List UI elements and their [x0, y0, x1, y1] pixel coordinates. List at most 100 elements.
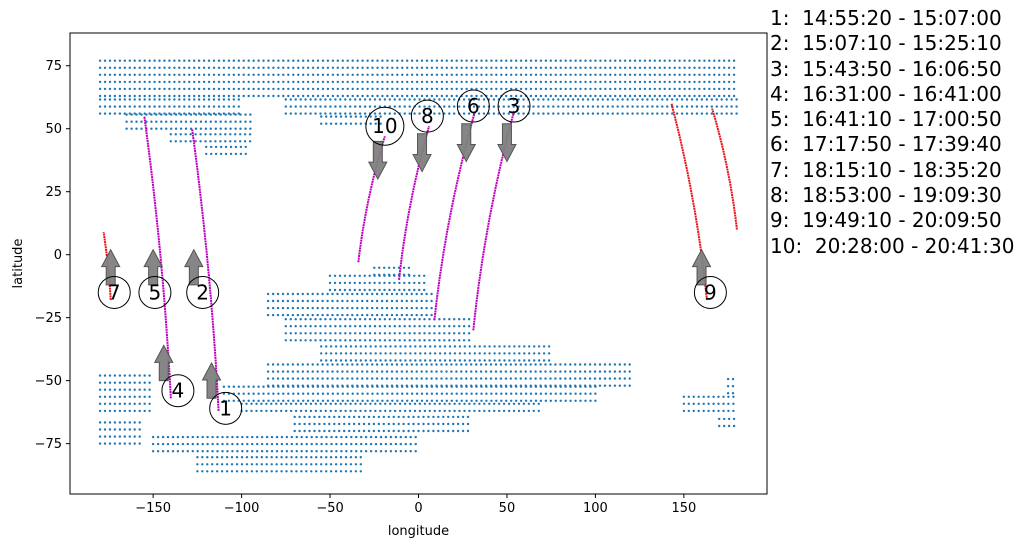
land-point [98, 98, 102, 101]
land-point [395, 363, 399, 366]
land-point [513, 345, 516, 348]
land-point [455, 94, 458, 98]
land-point [374, 409, 377, 413]
land-point [401, 392, 404, 395]
land-point [557, 105, 560, 108]
land-point [544, 385, 548, 388]
land-point [329, 339, 332, 342]
land-point [437, 422, 440, 426]
land-point [398, 288, 401, 292]
land-point [485, 399, 488, 402]
land-point [140, 127, 143, 130]
land-point [398, 105, 401, 108]
land-point [320, 435, 323, 439]
land-point [346, 292, 349, 296]
land-point [366, 363, 369, 366]
land-point [293, 429, 296, 433]
land-point [209, 140, 212, 143]
land-point [554, 377, 557, 380]
land-point [339, 318, 342, 321]
land-point [118, 59, 122, 62]
land-point [356, 80, 359, 84]
land-point [295, 450, 298, 453]
land-point [367, 429, 371, 433]
land-point [346, 385, 349, 388]
land-point [113, 73, 117, 77]
land-point [302, 87, 305, 91]
land-point [158, 73, 161, 77]
land-point [693, 94, 696, 98]
land-point [309, 105, 312, 108]
land-point [309, 332, 312, 335]
land-point [385, 377, 389, 380]
land-point [364, 409, 367, 413]
legend-item: 1: 14:55:20 - 15:07:00 [770, 6, 1002, 30]
land-point [440, 385, 444, 388]
land-point [231, 442, 234, 446]
land-point [508, 345, 511, 348]
land-point [201, 463, 204, 466]
land-point [448, 318, 451, 321]
land-point [384, 442, 388, 446]
land-point [299, 112, 302, 115]
land-point [417, 429, 420, 433]
land-point [423, 332, 426, 335]
land-point [418, 105, 421, 108]
land-point [354, 115, 358, 118]
land-point [282, 73, 285, 77]
land-point [309, 339, 312, 342]
land-point [138, 402, 141, 405]
land-point [230, 463, 234, 466]
land-point [280, 470, 283, 473]
land-point [569, 94, 572, 98]
land-point [354, 122, 358, 125]
land-point [361, 94, 364, 98]
land-point [460, 392, 463, 395]
land-point [407, 422, 410, 426]
land-point [324, 339, 327, 342]
land-point [300, 450, 303, 453]
land-point [458, 359, 462, 362]
land-point [357, 429, 361, 433]
land-point [282, 66, 285, 70]
land-point [438, 352, 442, 355]
land-point [410, 370, 413, 373]
land-point [194, 127, 198, 130]
land-point [392, 415, 395, 419]
land-point [232, 94, 235, 98]
land-point [329, 318, 332, 321]
land-point [402, 422, 405, 426]
land-point [502, 409, 506, 413]
land-point [304, 409, 308, 413]
land-point [118, 395, 122, 398]
land-point [402, 429, 405, 433]
land-point [519, 59, 523, 62]
land-point [606, 98, 609, 101]
land-point [433, 98, 436, 101]
land-point [494, 363, 498, 366]
land-point [405, 292, 408, 296]
land-point [542, 359, 546, 362]
land-point [472, 98, 476, 101]
land-point [219, 145, 223, 149]
land-point [354, 325, 357, 328]
land-point [340, 435, 343, 439]
land-point [423, 288, 426, 292]
land-point [713, 59, 716, 62]
land-point [498, 359, 501, 362]
land-point [505, 392, 508, 395]
land-point [623, 59, 627, 62]
land-point [409, 450, 412, 453]
land-point [628, 80, 632, 84]
land-point [341, 313, 344, 317]
land-point [547, 345, 551, 348]
land-point [325, 463, 328, 466]
land-point [418, 339, 421, 342]
land-point [341, 66, 344, 70]
land-point [118, 80, 122, 84]
land-point [524, 370, 527, 373]
land-point [557, 112, 560, 115]
land-point [202, 59, 206, 62]
land-point [321, 73, 325, 77]
land-point [532, 98, 535, 101]
